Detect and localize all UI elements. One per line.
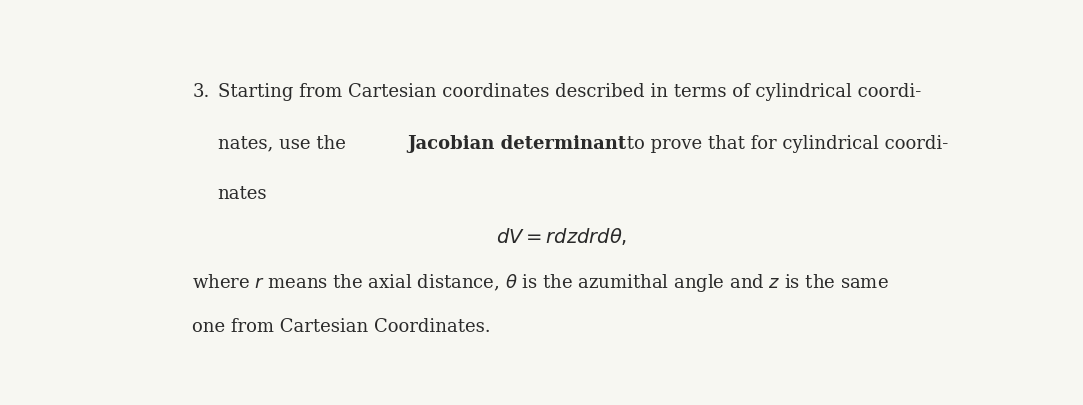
Text: $dV = rdzdrd\theta,$: $dV = rdzdrd\theta,$ — [496, 225, 627, 246]
Text: Jacobian determinant: Jacobian determinant — [407, 134, 627, 152]
Text: nates, use the: nates, use the — [218, 134, 351, 152]
Text: nates: nates — [218, 184, 268, 202]
Text: where $r$ means the axial distance, $\theta$ is the azumithal angle and $z$ is t: where $r$ means the axial distance, $\th… — [193, 271, 889, 293]
Text: Starting from Cartesian coordinates described in terms of cylindrical coordi-: Starting from Cartesian coordinates desc… — [218, 83, 921, 101]
Text: to prove that for cylindrical coordi-: to prove that for cylindrical coordi- — [621, 134, 949, 152]
Text: one from Cartesian Coordinates.: one from Cartesian Coordinates. — [193, 317, 491, 335]
Text: 3.: 3. — [193, 83, 210, 101]
